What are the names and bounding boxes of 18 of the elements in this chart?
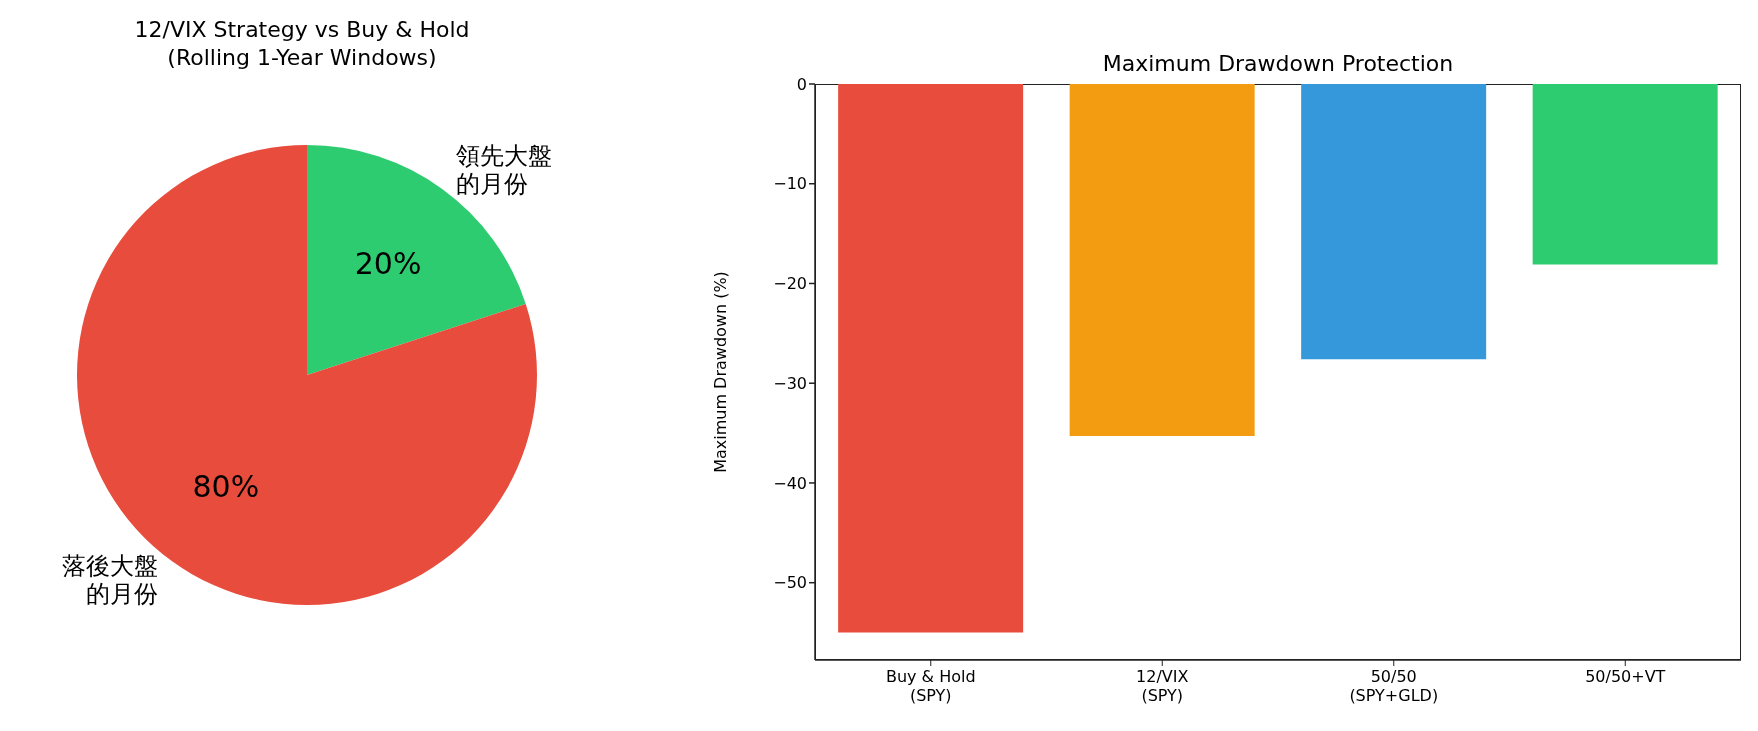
chart-title: 12/VIX Strategy vs Buy & Hold (Rolling 1-Year Windows)	[133, 16, 471, 71]
y-tick-label: −30	[773, 373, 807, 393]
data-label: 80%	[192, 469, 260, 505]
y-tick-label: −10	[773, 174, 807, 194]
x-tick-label: 50/50+VT	[1585, 667, 1666, 686]
y-axis-title: Maximum Drawdown (%)	[710, 271, 730, 473]
chart-title: Maximum Drawdown Protection	[1101, 50, 1455, 78]
data-label: 20%	[354, 245, 422, 281]
x-tick-label: 12/VIX (SPY)	[1136, 667, 1189, 705]
pie-slice	[307, 145, 526, 375]
y-tick-label: −50	[773, 573, 807, 593]
x-tick-label: 50/50 (SPY+GLD)	[1349, 667, 1439, 705]
y-tick-label: −40	[773, 473, 807, 493]
slice-label: 落後大盤的月份	[62, 551, 159, 608]
y-tick-label: −20	[773, 274, 807, 294]
y-tick-label: 0	[796, 74, 807, 94]
x-tick-label: Buy & Hold (SPY)	[885, 667, 976, 705]
slice-label: 領先大盤的月份	[455, 142, 552, 199]
